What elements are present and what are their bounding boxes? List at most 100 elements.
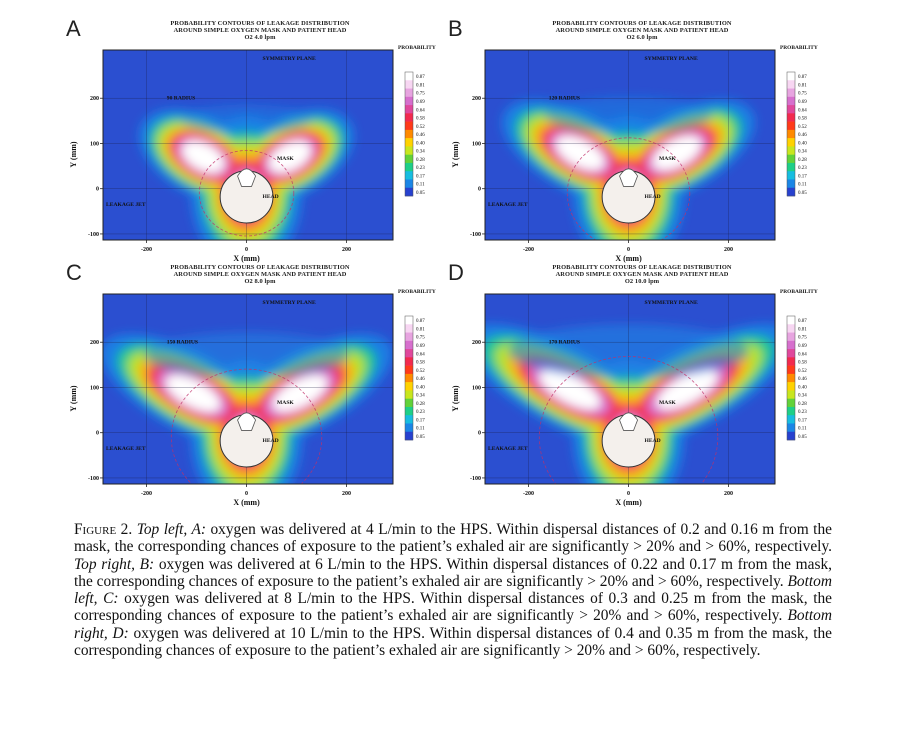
colorbar-swatch (787, 316, 795, 325)
plume-lobe (555, 135, 605, 171)
colorbar-swatch (405, 154, 413, 164)
y-tick-label: 200 (472, 96, 481, 102)
colorbar-swatch (405, 72, 413, 81)
colorbar-level-label: 0.75 (416, 92, 425, 97)
leakage-jet-label: LEAKAGE JET (106, 446, 146, 452)
plot-frame (484, 49, 776, 241)
colorbar-level-label: 0.75 (798, 336, 807, 341)
x-tick-label: 200 (724, 491, 733, 497)
caption-text: oxygen was delivered at 10 L/min to the … (74, 624, 832, 660)
y-tick-label: -100 (88, 476, 99, 482)
colorbar-swatch (787, 349, 795, 358)
colorbar-frame (786, 315, 796, 441)
radius-circle (198, 150, 295, 237)
plume-lobe (652, 135, 702, 171)
mask-label: MASK (659, 400, 676, 406)
mask-label: MASK (277, 156, 294, 162)
panel-d: D PROBABILITY CONTOURS OF LEAKAGE DISTRI… (444, 258, 864, 508)
colorbar-swatch (787, 398, 795, 408)
colorbar-swatch (787, 187, 795, 197)
colorbar-swatch (405, 162, 413, 172)
colorbar-level-label: 0.23 (798, 166, 807, 171)
panel-title-line: PROBABILITY CONTOURS OF LEAKAGE DISTRIBU… (170, 264, 350, 271)
colorbar-level-label: 0.11 (416, 427, 425, 432)
colorbar-level-label: 0.34 (798, 394, 807, 399)
colorbar-swatch (405, 382, 413, 391)
colorbar-swatch (405, 373, 413, 383)
colorbar-level-label: 0.11 (798, 427, 807, 432)
y-axis-title: Y (mm) (69, 385, 78, 411)
panel-letter: B (448, 16, 463, 41)
colorbar-frame (786, 71, 796, 197)
panel-title-line: O2 6.0 lpm (626, 34, 658, 42)
mask-shape (619, 168, 638, 187)
colorbar-swatch (405, 365, 413, 375)
x-tick-label: 200 (342, 247, 351, 253)
colorbar-swatch (787, 357, 795, 366)
y-tick-label: 200 (90, 340, 99, 346)
colorbar-level-label: 0.40 (416, 385, 425, 390)
symmetry-plane-label: SYMMETRY PLANE (645, 56, 698, 62)
panel-a: A PROBABILITY CONTOURS OF LEAKAGE DISTRI… (62, 14, 482, 264)
head-label: HEAD (645, 438, 661, 444)
colorbar-level-label: 0.81 (416, 83, 425, 88)
y-tick-label: 0 (96, 187, 99, 193)
colorbar-level-label: 0.05 (798, 191, 807, 196)
panel-letter: C (66, 260, 82, 285)
radius-circle (170, 368, 323, 484)
panel-title-line: AROUND SIMPLE OXYGEN MASK AND PATIENT HE… (555, 27, 729, 35)
colorbar-level-label: 0.23 (416, 166, 425, 171)
caption-text: oxygen was delivered at 4 L/min to the H… (74, 521, 832, 556)
panel-title: PROBABILITY CONTOURS OF LEAKAGE DISTRIBU… (492, 264, 792, 286)
y-tick-label: 100 (90, 385, 99, 391)
colorbar-swatch (787, 340, 795, 350)
colorbar-swatch (787, 146, 795, 155)
colorbar-swatch (787, 113, 795, 122)
y-axis-title: Y (mm) (451, 385, 460, 411)
colorbar-level-label: 0.40 (798, 385, 807, 390)
colorbar-swatch (787, 415, 795, 424)
colorbar-title: PROBABILITY (780, 289, 818, 295)
radius-label: 90 RADIUS (167, 95, 195, 101)
x-tick-label: -200 (523, 491, 534, 497)
colorbar-level-label: 0.46 (416, 133, 425, 138)
colorbar-level-label: 0.69 (798, 344, 807, 349)
colorbar-swatch (787, 332, 795, 342)
radius-label: 170 RADIUS (549, 339, 580, 345)
plume-lobe (272, 374, 328, 412)
colorbar-swatch (405, 390, 413, 399)
colorbar-swatch (787, 162, 795, 172)
colorbar-level-label: 0.40 (416, 141, 425, 146)
colorbar-swatch (787, 105, 795, 114)
panel-title: PROBABILITY CONTOURS OF LEAKAGE DISTRIBU… (110, 20, 410, 42)
x-axis-title: X (mm) (615, 498, 642, 507)
x-tick-label: -200 (523, 247, 534, 253)
x-axis-title: X (mm) (233, 254, 260, 263)
y-tick-label: 200 (472, 340, 481, 346)
colorbar-swatch (787, 324, 795, 333)
colorbar-level-label: 0.75 (798, 92, 807, 97)
colorbar-swatch (405, 398, 413, 408)
colorbar-level-label: 0.58 (798, 361, 807, 366)
colorbar-swatch (405, 129, 413, 139)
y-tick-label: 200 (90, 96, 99, 102)
panel-title-line: PROBABILITY CONTOURS OF LEAKAGE DISTRIBU… (552, 264, 732, 271)
colorbar-level-label: 0.52 (798, 125, 807, 130)
colorbar-swatch (405, 96, 413, 106)
panel-letter: A (66, 16, 81, 41)
colorbar-level-label: 0.28 (416, 402, 425, 407)
colorbar-level-label: 0.64 (416, 352, 425, 357)
panel-title: PROBABILITY CONTOURS OF LEAKAGE DISTRIBU… (110, 264, 410, 286)
contour-plot: SYMMETRY PLANE 150 RADIUS MASK HEAD LEAKAGE … (69, 289, 436, 507)
colorbar-level-label: 0.75 (416, 336, 425, 341)
colorbar-swatch (405, 80, 413, 89)
y-axis-title: Y (mm) (451, 141, 460, 167)
x-tick-label: -200 (141, 491, 152, 497)
colorbar-level-label: 0.69 (416, 344, 425, 349)
caption-panel-ref: Bottom right, D: (74, 607, 832, 642)
caption-text: oxygen was delivered at 8 L/min to the H… (74, 590, 833, 625)
colorbar-swatch (405, 88, 413, 98)
mask-shape (237, 168, 256, 187)
y-tick-label: 100 (472, 141, 481, 147)
colorbar-swatch (405, 423, 413, 433)
